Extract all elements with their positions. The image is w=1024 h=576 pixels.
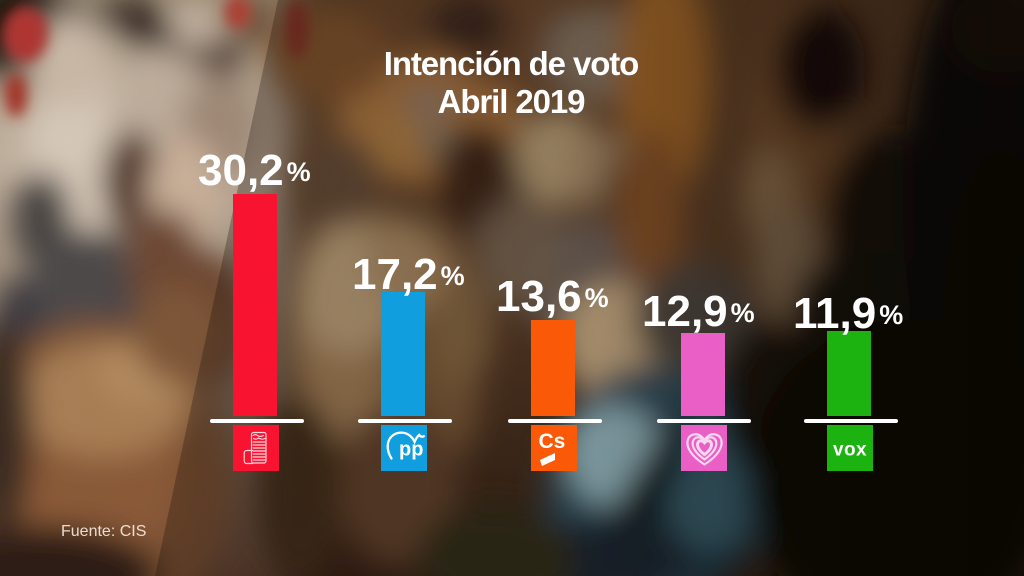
- svg-text:pp: pp: [399, 439, 423, 461]
- svg-text:vox: vox: [833, 440, 867, 461]
- svg-text:Cs: Cs: [539, 430, 566, 453]
